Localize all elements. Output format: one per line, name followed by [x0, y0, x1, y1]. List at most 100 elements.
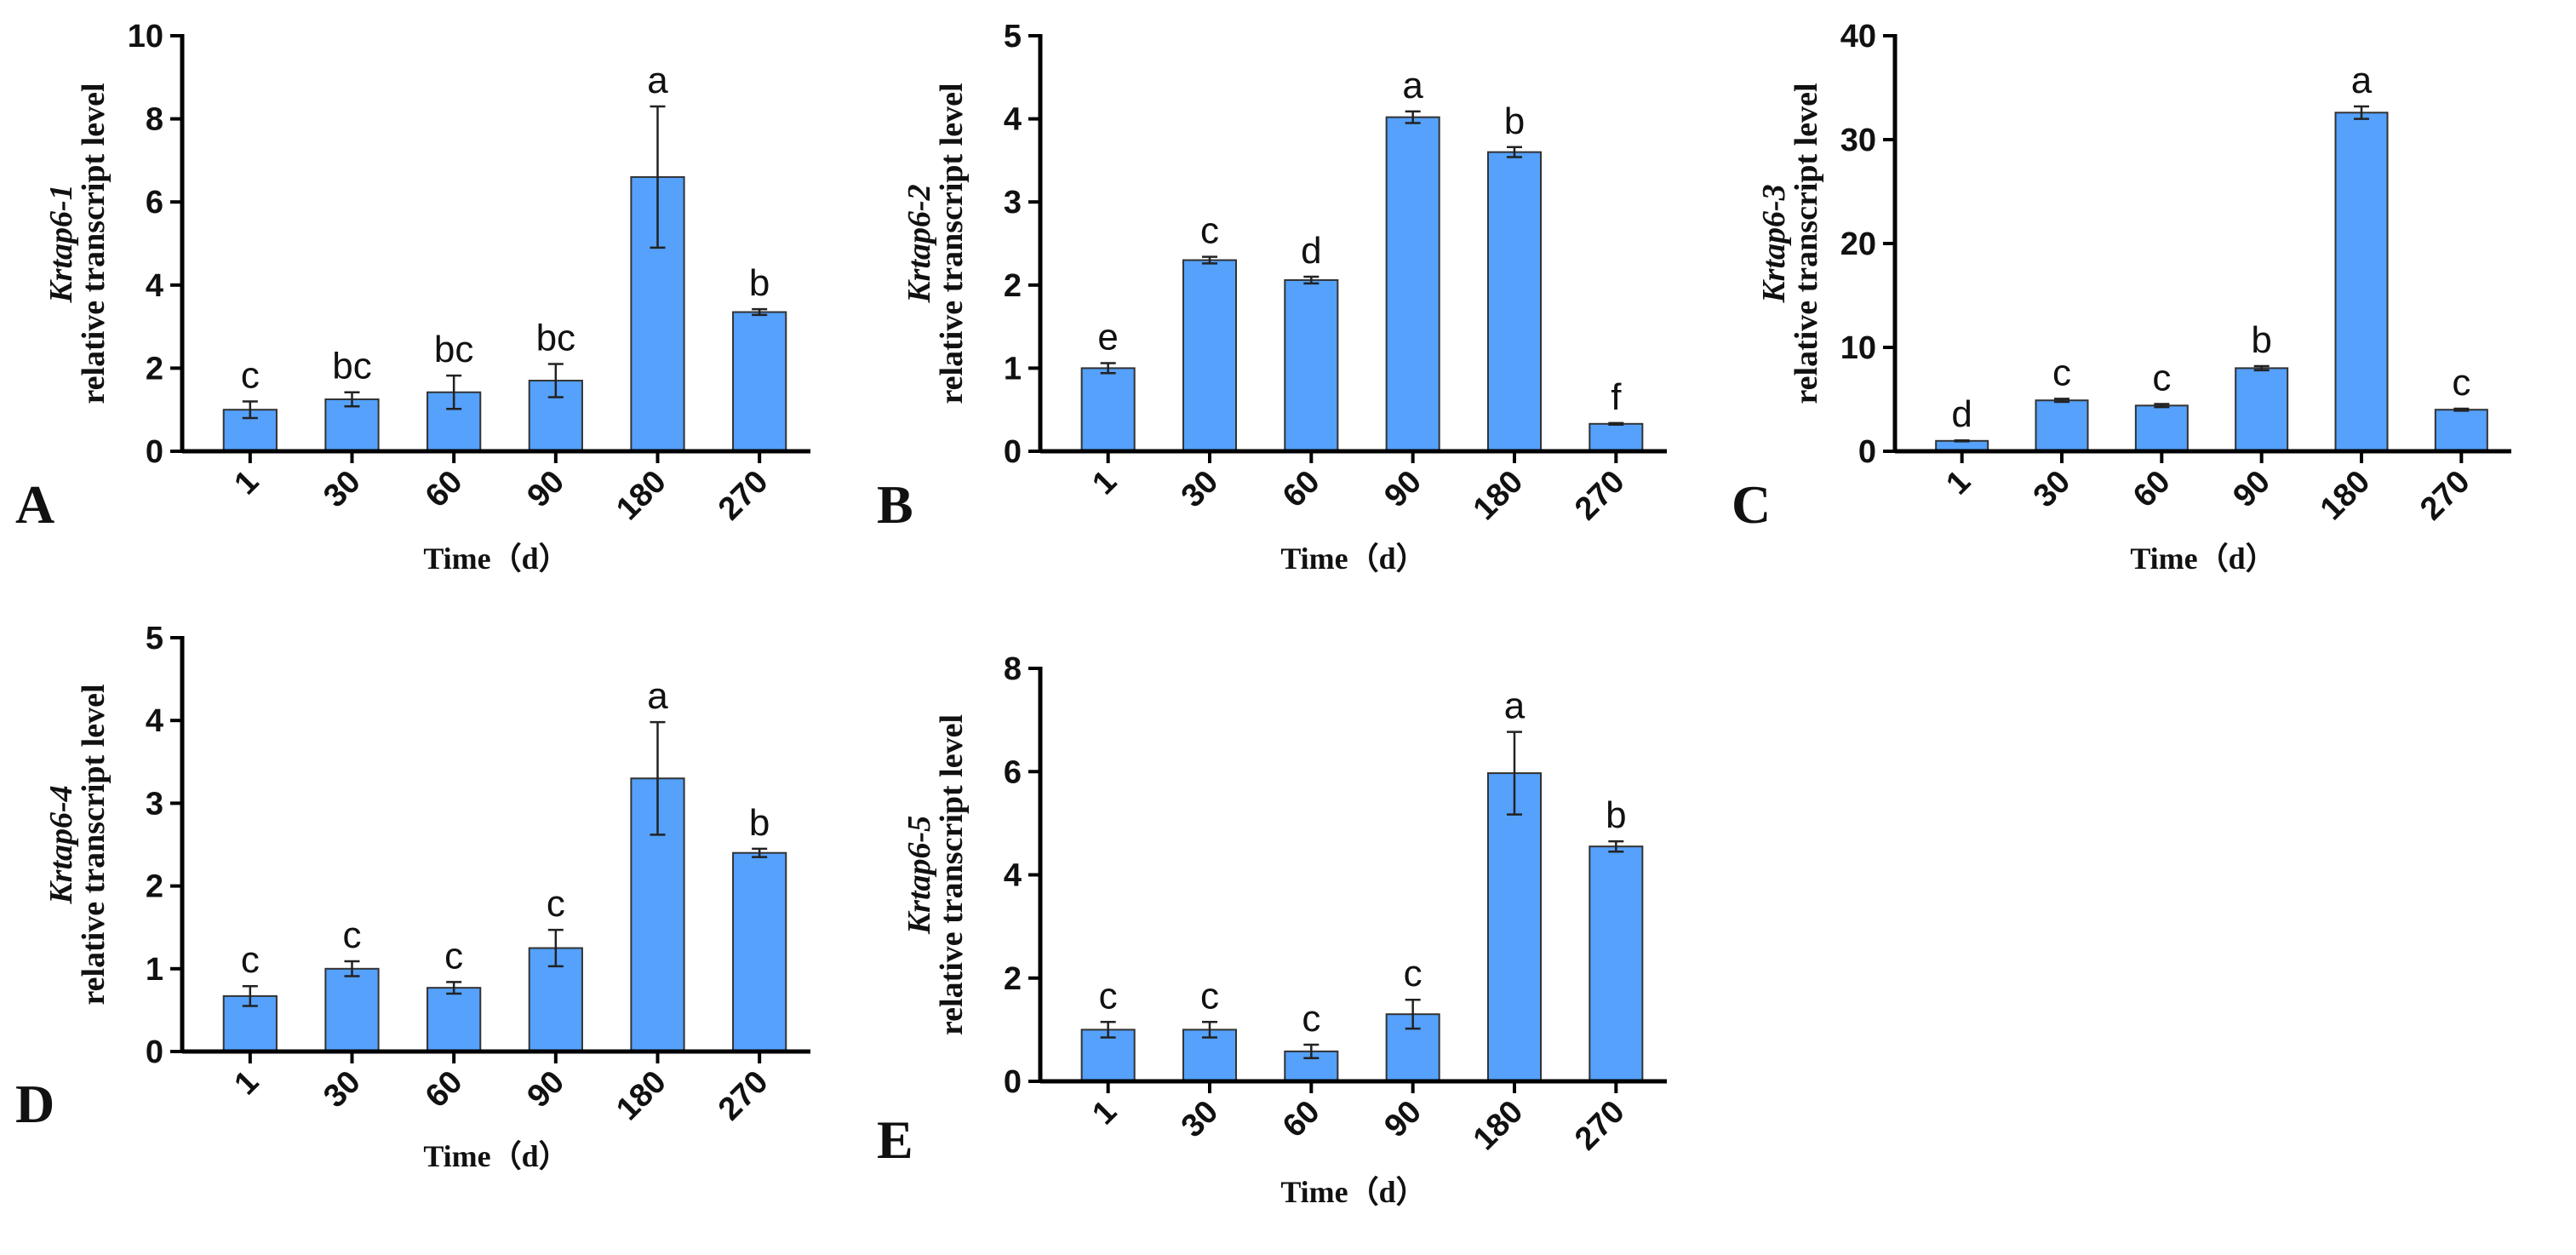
y-axis-label: relative transcript level	[76, 83, 112, 404]
x-tick-label: 1	[1085, 1094, 1124, 1132]
significance-label: d	[1951, 393, 1972, 435]
y-tick-label: 4	[1004, 102, 1022, 138]
x-tick-label: 1	[228, 1064, 266, 1103]
y-axis-gene-label: Krtap6-1	[43, 184, 79, 303]
bar	[1080, 367, 1136, 452]
y-tick-label: 4	[146, 268, 163, 304]
panel-letter: B	[877, 474, 913, 535]
significance-label: c	[1200, 210, 1219, 252]
bar	[2035, 399, 2089, 452]
bar	[732, 851, 787, 1052]
y-tick-label: 8	[1004, 651, 1022, 687]
y-tick-label: 4	[146, 703, 163, 739]
y-tick-label: 5	[1004, 19, 1022, 54]
significance-label: a	[1504, 685, 1526, 727]
significance-label: a	[2351, 60, 2373, 101]
y-tick-label: 2	[1004, 268, 1022, 304]
y-tick-label: 2	[146, 351, 163, 387]
y-tick-label: 6	[146, 185, 163, 221]
x-tick-label: 90	[1377, 1094, 1428, 1145]
y-tick-label: 4	[1004, 858, 1022, 894]
significance-label: b	[749, 802, 770, 844]
y-tick-label: 10	[1840, 330, 1876, 366]
significance-label: c	[241, 354, 260, 396]
bar	[2235, 367, 2289, 452]
y-axis-gene-label: Krtap6-5	[902, 816, 937, 935]
significance-label: c	[2052, 352, 2071, 393]
y-tick-label: 3	[146, 786, 163, 822]
y-tick-label: 2	[146, 869, 163, 905]
y-tick-label: 10	[128, 19, 163, 54]
significance-label: bc	[332, 346, 371, 387]
y-axis-label: relative transcript level	[76, 684, 112, 1005]
significance-label: c	[241, 939, 260, 981]
bar	[732, 311, 787, 452]
x-tick-label: 270	[1568, 1094, 1632, 1158]
x-tick-label: 270	[712, 464, 776, 528]
significance-label: c	[1099, 975, 1118, 1017]
y-tick-label: 1	[146, 952, 163, 988]
y-tick-label: 0	[146, 434, 163, 470]
bar	[1589, 422, 1644, 452]
x-tick-label: 90	[2226, 464, 2277, 515]
bar	[2134, 404, 2189, 453]
chart-panel-e: c 1 c 30 c 60 c 90 a 180 b 270 0 2 4 6 8 Krtap6-5relative…	[877, 651, 1667, 1209]
significance-label: bc	[536, 318, 575, 359]
significance-label: c	[547, 883, 565, 925]
x-tick-label: 30	[2027, 464, 2078, 515]
significance-label: a	[647, 60, 668, 101]
x-tick-label: 30	[1175, 1094, 1226, 1145]
x-tick-label: 60	[419, 464, 470, 515]
panel-letter: C	[1732, 474, 1771, 535]
x-tick-label: 30	[1175, 464, 1226, 515]
x-tick-label: 1	[1085, 464, 1124, 502]
x-axis-label: Time（d）	[1280, 1175, 1426, 1209]
significance-label: c	[343, 914, 362, 956]
panel-letter: D	[15, 1074, 54, 1134]
x-tick-label: 90	[521, 1064, 572, 1115]
panel-letter: A	[15, 474, 54, 535]
y-tick-label: 30	[1840, 123, 1876, 158]
y-tick-label: 3	[1004, 185, 1022, 221]
x-tick-label: 1	[228, 464, 266, 502]
x-tick-label: 270	[2413, 464, 2477, 528]
significance-label: bc	[434, 329, 473, 370]
x-tick-label: 30	[317, 464, 368, 515]
significance-label: b	[2251, 319, 2271, 361]
significance-label: e	[1097, 317, 1118, 358]
y-axis-gene-label: Krtap6-2	[902, 184, 937, 303]
y-tick-label: 20	[1840, 226, 1876, 262]
bar	[2334, 112, 2389, 452]
bar	[1284, 278, 1339, 452]
x-tick-label: 270	[1568, 464, 1632, 528]
significance-label: c	[444, 935, 463, 977]
significance-label: b	[1606, 794, 1626, 836]
significance-label: b	[1504, 100, 1525, 142]
chart-panel-b: e 1 c 30 d 60 a 90 b 180 f 270 0 1 2 3 4 5 Krtap6-2relativ…	[877, 19, 1667, 576]
x-tick-label: 180	[610, 1064, 673, 1128]
x-tick-label: 60	[419, 1064, 470, 1115]
significance-label: c	[1302, 998, 1320, 1040]
y-axis-gene-label: Krtap6-4	[43, 785, 79, 904]
y-tick-label: 0	[1004, 1064, 1022, 1100]
x-tick-label: 180	[1467, 464, 1531, 528]
x-axis-label: Time（d）	[2130, 542, 2275, 576]
significance-label: a	[647, 675, 668, 717]
x-tick-label: 180	[1467, 1094, 1531, 1158]
significance-label: c	[1404, 953, 1423, 994]
y-tick-label: 0	[146, 1034, 163, 1070]
y-tick-label: 8	[146, 102, 163, 138]
y-tick-label: 5	[146, 621, 163, 656]
x-tick-label: 180	[610, 464, 673, 528]
x-tick-label: 90	[521, 464, 572, 515]
x-tick-label: 90	[1377, 464, 1428, 515]
bar	[324, 967, 380, 1053]
significance-label: c	[2152, 357, 2171, 398]
significance-label: c	[2452, 362, 2470, 404]
y-tick-label: 0	[1004, 434, 1022, 470]
chart-panel-d: c 1 c 30 c 60 c 90 a 180 b 270 0 1 2 3 4 5 Krtap6-4relativ…	[15, 621, 810, 1173]
x-tick-label: 60	[1276, 1094, 1327, 1145]
y-tick-label: 0	[1858, 434, 1876, 470]
y-axis-label: relative transcript level	[934, 83, 970, 404]
y-axis-gene-label: Krtap6-3	[1756, 184, 1792, 303]
